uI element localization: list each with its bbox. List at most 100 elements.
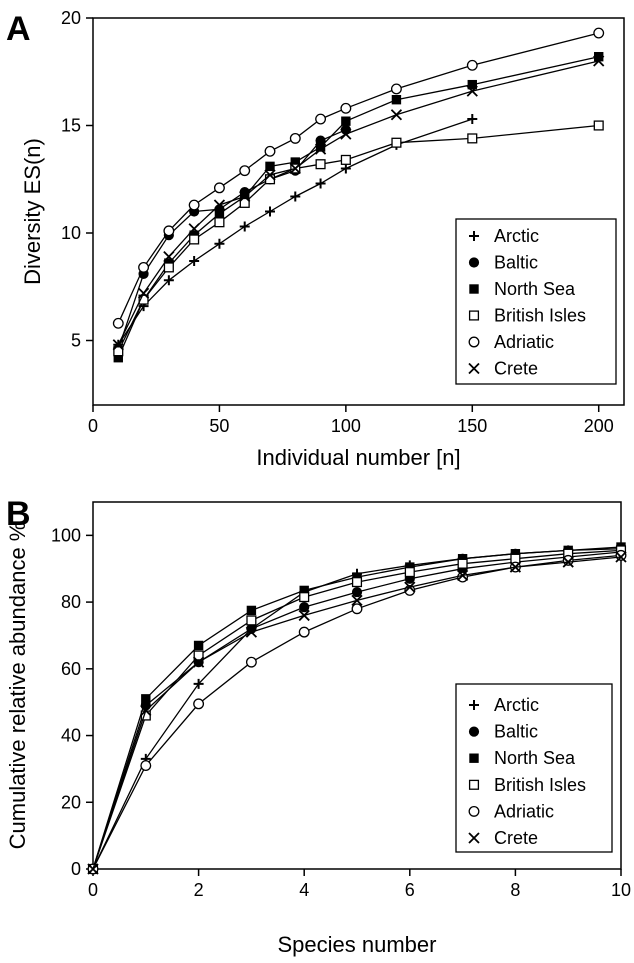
panel-b-point-crete xyxy=(245,626,258,638)
panel-a-point-crete xyxy=(137,287,150,299)
panel-a-y-axis-title: Diversity ES(n) xyxy=(20,138,45,285)
panel-label-a: A xyxy=(6,10,31,48)
panel-b-plot-frame xyxy=(92,501,622,870)
panel-a-point-arctic xyxy=(265,206,275,217)
panel-a-series-line-baltic xyxy=(117,129,347,350)
panel-a-point-british-isles xyxy=(189,234,200,245)
panel-a-point-crete xyxy=(188,223,200,235)
panel-a-series-crete xyxy=(112,55,605,351)
panel-a-point-british-isles xyxy=(593,120,604,131)
panel-a-point-arctic xyxy=(467,114,478,125)
panel-b-point-british-isles xyxy=(404,567,415,578)
panel-a-point-adriatic xyxy=(315,113,327,125)
panel-a-point-adriatic xyxy=(390,83,402,95)
panel-a-x-tick-label: 150 xyxy=(457,416,487,436)
panel-a-point-crete xyxy=(593,55,605,67)
panel-b-y-tick-label: 40 xyxy=(61,726,81,746)
panel-b-point-crete xyxy=(140,704,152,717)
panel-b-point-british-isles xyxy=(246,615,257,626)
panel-b-point-adriatic xyxy=(351,603,363,615)
panel-b-legend-marker-adriatic xyxy=(468,805,480,817)
panel-a-legend-marker-british-isles xyxy=(468,310,480,321)
panel-a-x-tick-label: 200 xyxy=(584,416,614,436)
panel-b-point-adriatic xyxy=(457,571,469,583)
panel-b-legend-label-arctic: Arctic xyxy=(494,695,539,715)
panel-b-legend-marker-british-isles xyxy=(468,779,480,790)
panel-b-point-crete xyxy=(87,863,99,875)
panel-a-point-north-sea xyxy=(594,52,604,62)
panel-b-legend-marker-crete xyxy=(468,832,480,844)
panel-a-point-arctic xyxy=(189,255,200,266)
panel-a-point-crete xyxy=(466,85,478,97)
panel-b-point-adriatic xyxy=(140,760,152,772)
panel-a-point-british-isles xyxy=(340,154,351,165)
panel-a-point-british-isles xyxy=(467,133,478,144)
panel-b-y-tick-label: 80 xyxy=(61,592,81,612)
panel-b-point-british-isles xyxy=(193,650,204,661)
panel-b-point-adriatic xyxy=(298,626,310,638)
panel-a-series-baltic xyxy=(113,124,351,355)
panel-a-point-arctic xyxy=(214,238,225,249)
panel-a-legend: Arctic Baltic North Sea British Isles Adriat… xyxy=(455,218,617,385)
panel-a-point-adriatic xyxy=(264,145,276,157)
panel-b-x-tick-label: 0 xyxy=(88,880,98,900)
panel-a-point-adriatic xyxy=(239,165,251,177)
panel-a-legend-marker-crete xyxy=(468,362,480,375)
panel-b-series-crete xyxy=(87,551,627,875)
panel-b-legend-box xyxy=(455,683,613,853)
panel-b-point-north-sea xyxy=(193,640,204,651)
panel-a-point-british-isles xyxy=(163,262,174,273)
panel-b-legend-label-crete: Crete xyxy=(494,828,538,848)
panel-a-point-arctic xyxy=(315,178,326,189)
panel-b-x-tick-label: 2 xyxy=(194,880,204,900)
panel-b-y-tick-label: 0 xyxy=(71,859,81,879)
panel-a-point-adriatic xyxy=(163,225,175,237)
panel-a-point-adriatic xyxy=(340,102,352,114)
panel-a-point-british-isles xyxy=(138,294,149,305)
panel-b-point-crete xyxy=(456,569,469,582)
panel-b-point-north-sea xyxy=(246,605,257,616)
panel-a-legend-label-british-isles: British Isles xyxy=(494,306,586,326)
panel-a-point-crete xyxy=(112,339,124,351)
panel-a-legend-label-north-sea: North Sea xyxy=(494,279,576,299)
panel-b-y-axis-title: Cumulative relative abundance % xyxy=(5,522,30,850)
panel-a-x-axis-title: Individual number [n] xyxy=(256,445,460,470)
panel-b-y-tick-label: 60 xyxy=(61,659,81,679)
panel-a-x-tick-label: 50 xyxy=(209,416,229,436)
panel-b-point-british-isles xyxy=(351,577,363,588)
panel-a-series-british-isles xyxy=(113,120,604,357)
panel-b-point-crete xyxy=(404,581,416,593)
panel-a-point-north-sea xyxy=(265,161,275,172)
panel-a-series-line-arctic xyxy=(117,118,473,346)
panel-a-point-north-sea xyxy=(214,208,225,219)
panel-a-point-crete xyxy=(213,199,226,211)
panel-a-legend-label-baltic: Baltic xyxy=(494,253,538,273)
panel-b-legend-label-adriatic: Adriatic xyxy=(494,801,554,821)
panel-b-legend: Arctic Baltic North Sea British Isles Adriat… xyxy=(455,683,613,853)
panel-a-x-tick-label: 0 xyxy=(88,416,98,436)
panel-a-point-british-isles xyxy=(214,217,225,228)
panel-a-y-tick-label: 5 xyxy=(71,331,81,351)
panel-a-point-north-sea xyxy=(391,95,402,105)
panel-b-x-tick-label: 10 xyxy=(611,880,631,900)
panel-b-x-tick-label: 8 xyxy=(510,880,520,900)
panel-b-y-tick-label: 20 xyxy=(61,792,81,812)
panel-a-legend-marker-arctic xyxy=(469,231,479,241)
panel-b-point-british-isles xyxy=(299,592,310,603)
panel-a-point-crete xyxy=(163,251,175,263)
panel-a-point-crete xyxy=(264,169,276,181)
panel-b-point-crete xyxy=(509,561,522,573)
panel-a-y-tick-label: 20 xyxy=(61,8,81,28)
panel-a-x-tick-label: 100 xyxy=(331,416,361,436)
panel-b-legend-label-british-isles: British Isles xyxy=(494,775,586,795)
panel-b-legend-label-baltic: Baltic xyxy=(494,722,538,742)
panel-a-point-british-isles xyxy=(391,137,402,148)
panel-b-legend-marker-arctic xyxy=(469,700,479,710)
panel-b-point-crete xyxy=(615,551,627,563)
panel-a-point-crete xyxy=(289,162,301,175)
panel-b-point-baltic xyxy=(351,586,363,598)
panel-b-x-tick-label: 6 xyxy=(405,880,415,900)
panel-a-point-arctic xyxy=(290,191,301,202)
panel-b-point-crete xyxy=(192,656,205,668)
panel-a-chart: 0 50 100 150 200 5 10 15 20 Individual number [n]… xyxy=(20,8,625,470)
